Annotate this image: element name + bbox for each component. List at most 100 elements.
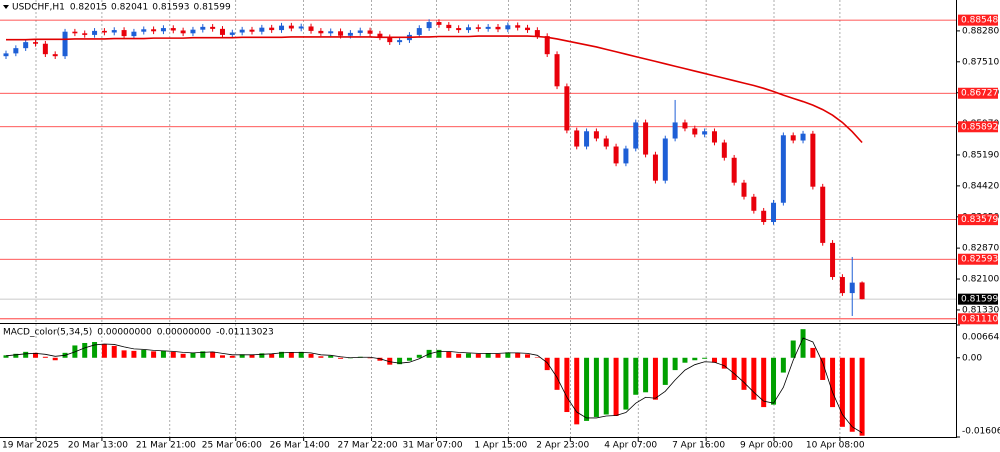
macd-bar <box>751 357 757 400</box>
macd-bar <box>397 357 403 365</box>
candle-body <box>633 122 639 149</box>
macd-bar <box>328 355 334 358</box>
macd-bar <box>652 357 658 400</box>
candle-body <box>584 131 590 147</box>
x-tick-label: 20 Mar 13:00 <box>68 441 128 451</box>
candle-body <box>347 32 353 36</box>
macd-bar <box>672 357 678 371</box>
macd-bar <box>849 357 855 432</box>
macd-bar <box>554 357 560 390</box>
candle-body <box>711 131 717 143</box>
level-label-box <box>958 14 998 26</box>
macd-bar <box>111 345 117 358</box>
macd-bar <box>92 341 98 358</box>
candle-body <box>111 30 117 33</box>
candle-body <box>416 28 422 35</box>
macd-bar <box>13 353 19 358</box>
candle-body <box>190 29 196 34</box>
macd-bar <box>525 354 531 358</box>
menu-arrow[interactable] <box>3 5 9 9</box>
macd-bar <box>229 355 235 358</box>
macd-bar <box>702 357 708 359</box>
candle-body <box>721 142 727 158</box>
macd-bar <box>249 354 255 358</box>
candle-body <box>456 28 462 31</box>
signal-line <box>5 337 863 434</box>
macd-bar <box>259 353 265 358</box>
x-tick-label: 31 Mar 07:00 <box>402 441 462 451</box>
macd-bar <box>731 357 737 380</box>
candle-body <box>849 282 855 294</box>
macd-bar <box>239 354 245 358</box>
macd-bar <box>416 354 422 358</box>
macd-bar <box>810 347 816 358</box>
macd-bar <box>633 357 639 395</box>
macd-bar <box>210 351 216 358</box>
x-tick-label: 1 Apr 15:00 <box>474 441 527 451</box>
candle-body <box>771 202 777 223</box>
candle-body <box>436 22 442 25</box>
macd-bar <box>574 357 580 425</box>
x-tick-label: 25 Mar 06:00 <box>202 441 262 451</box>
candle-body <box>101 30 107 33</box>
candle-body <box>210 26 216 29</box>
candle-body <box>800 133 806 141</box>
candle-body <box>170 28 176 31</box>
macd-bar <box>741 357 747 390</box>
macd-bar <box>643 357 649 393</box>
candle-body <box>180 30 186 34</box>
ohlc-value: 0.82015 <box>70 3 107 13</box>
macd-bar <box>485 353 491 358</box>
macd-bar <box>406 357 412 361</box>
candle-body <box>219 28 225 35</box>
candle-body <box>702 131 708 135</box>
candle-body <box>564 86 570 131</box>
macd-bar <box>495 353 501 358</box>
candle-body <box>160 28 166 32</box>
macd-bar <box>436 349 442 358</box>
macd-bar <box>318 356 324 358</box>
candle-body <box>613 146 619 164</box>
macd-bar <box>269 353 275 358</box>
candle-body <box>131 31 137 37</box>
candle-body <box>682 122 688 129</box>
macd-bar <box>308 353 314 358</box>
level-label: 0.83579 <box>961 215 998 225</box>
candle-body <box>505 25 511 30</box>
candle-body <box>820 186 826 243</box>
y-tick-label: 0.0066454 <box>962 333 1000 343</box>
ohlc-value: 0.81593 <box>152 3 189 13</box>
candle-body <box>731 157 737 183</box>
level-label-box <box>958 214 998 226</box>
candle-body <box>761 210 767 223</box>
macd-bar <box>771 357 777 405</box>
y-tick-label: 0.82870 <box>962 244 999 254</box>
macd-bar <box>682 357 688 363</box>
indicator-readout: 0.00000000 <box>97 328 152 338</box>
macd-bar <box>534 357 540 358</box>
macd-bar <box>721 357 727 369</box>
macd-bar <box>780 357 786 373</box>
y-tick-label: 0.82100 <box>962 275 999 285</box>
candle-body <box>23 42 29 49</box>
candle-body <box>741 182 747 197</box>
macd-bar <box>603 357 609 415</box>
ohlc-value: 0.82041 <box>111 3 148 13</box>
macd-bar <box>623 357 629 410</box>
candle-body <box>151 29 157 32</box>
candle-body <box>623 148 629 164</box>
macd-bar <box>367 357 373 359</box>
macd-bar <box>338 357 344 359</box>
candle-body <box>33 42 39 44</box>
macd-bar <box>515 352 521 358</box>
level-label: 0.85892 <box>961 122 998 132</box>
levels <box>0 19 956 320</box>
x-tick-label: 26 Mar 14:00 <box>270 441 330 451</box>
macd-bar <box>800 329 806 358</box>
candle-body <box>525 27 531 31</box>
y-tick-label: 0.00 <box>962 353 982 363</box>
macd-bar <box>298 351 304 358</box>
marks <box>3 19 865 436</box>
indicator-readout: -0.01113023 <box>216 328 274 338</box>
macd-bar <box>584 357 590 421</box>
